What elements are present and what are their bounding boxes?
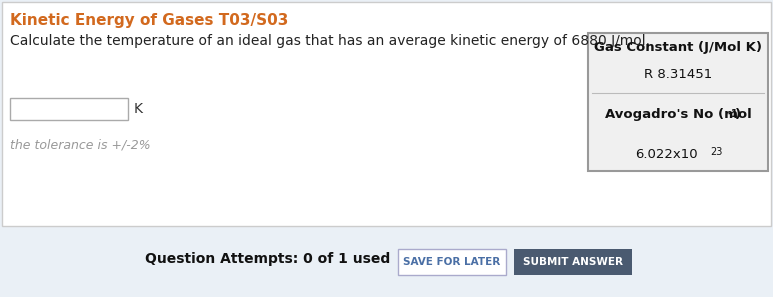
Text: -1: -1 — [728, 109, 739, 119]
Text: 6.022x10: 6.022x10 — [635, 148, 697, 161]
Text: Kinetic Energy of Gases T03/S03: Kinetic Energy of Gases T03/S03 — [10, 13, 288, 28]
Text: SAVE FOR LATER: SAVE FOR LATER — [404, 257, 501, 267]
FancyBboxPatch shape — [10, 98, 128, 120]
Text: Calculate the temperature of an ideal gas that has an average kinetic energy of : Calculate the temperature of an ideal ga… — [10, 34, 650, 48]
Text: Question Attempts: 0 of 1 used: Question Attempts: 0 of 1 used — [145, 252, 390, 266]
FancyBboxPatch shape — [588, 33, 768, 171]
Text: ): ) — [735, 108, 741, 121]
FancyBboxPatch shape — [398, 249, 506, 275]
Text: the tolerance is +/-2%: the tolerance is +/-2% — [10, 138, 151, 151]
Text: Avogadro's No (mol: Avogadro's No (mol — [604, 108, 751, 121]
FancyBboxPatch shape — [2, 2, 771, 226]
Text: Gas Constant (J/Mol K): Gas Constant (J/Mol K) — [594, 41, 762, 54]
Text: 23: 23 — [710, 147, 723, 157]
FancyBboxPatch shape — [514, 249, 632, 275]
Text: R 8.31451: R 8.31451 — [644, 68, 712, 81]
Text: K: K — [134, 102, 143, 116]
Text: SUBMIT ANSWER: SUBMIT ANSWER — [523, 257, 623, 267]
